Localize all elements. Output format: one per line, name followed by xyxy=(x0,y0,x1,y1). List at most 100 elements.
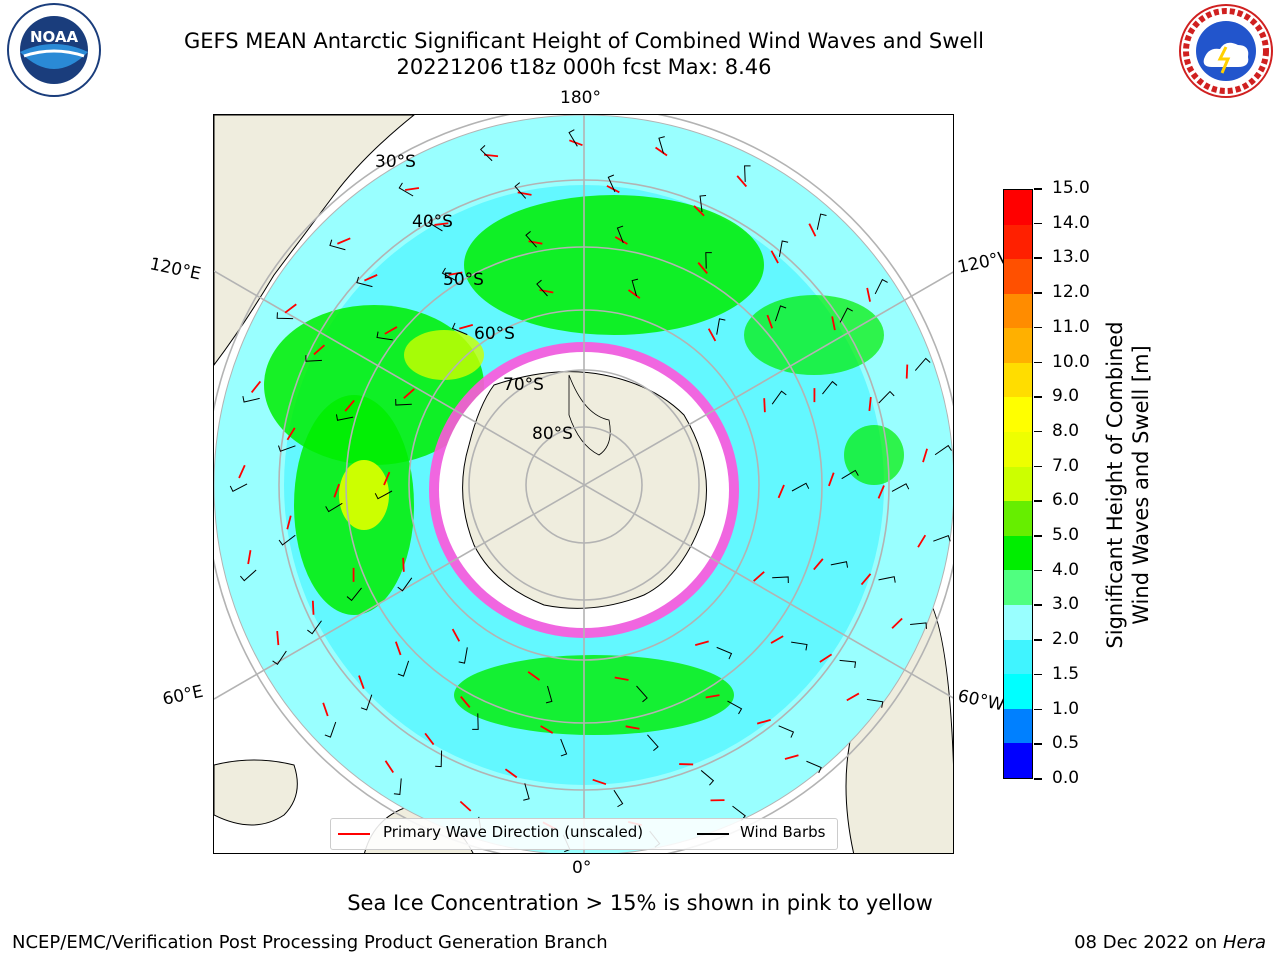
colorbar-tick-label: 13.0 xyxy=(1052,247,1090,268)
wind-barb xyxy=(393,778,402,795)
footer-system: Hera xyxy=(1222,932,1266,953)
wind-barb xyxy=(791,641,808,651)
wave-direction-arrow xyxy=(527,671,541,681)
lon-label-0: 0° xyxy=(572,858,592,878)
wind-barb xyxy=(545,685,553,704)
wave-direction-arrow xyxy=(451,628,461,642)
wind-barb xyxy=(891,483,910,492)
wind-barb xyxy=(699,194,707,212)
colorbar-segment xyxy=(1004,674,1032,709)
wave-direction-arrow xyxy=(448,271,463,276)
colorbar-segment xyxy=(1004,397,1032,433)
colorbar-tick xyxy=(1034,292,1042,294)
wind-barb xyxy=(705,252,712,269)
colorbar-tick xyxy=(1034,257,1042,259)
colorbar-tick xyxy=(1034,188,1042,190)
wind-barb xyxy=(878,576,896,583)
wave-direction-arrow xyxy=(460,696,471,708)
wave-direction-arrow xyxy=(831,316,836,331)
wave-direction-arrow xyxy=(383,471,391,486)
wind-barb xyxy=(356,276,373,288)
map-legend: Primary Wave Direction (unscaled) Wind B… xyxy=(330,818,838,850)
wave-direction-arrow xyxy=(766,314,774,329)
colorbar-tick-label: 10.0 xyxy=(1052,351,1090,372)
wind-barb xyxy=(816,213,827,230)
wind-barb xyxy=(934,444,952,456)
wind-barb xyxy=(395,399,412,406)
colorbar xyxy=(1003,189,1033,779)
colorbar-segment xyxy=(1004,639,1032,675)
colorbar-tick-label: 1.0 xyxy=(1052,698,1080,719)
wave-direction-arrow xyxy=(756,718,771,725)
wave-direction-arrow xyxy=(311,600,315,615)
wind-barb xyxy=(525,231,537,248)
colorbar-tick xyxy=(1034,535,1042,537)
colorbar-tick xyxy=(1034,604,1042,606)
wind-barb xyxy=(841,469,859,480)
colorbar-tick-label: 3.0 xyxy=(1052,594,1080,615)
wind-barb xyxy=(727,700,743,715)
wave-direction-arrow xyxy=(404,187,420,191)
wave-direction-arrow xyxy=(693,205,705,217)
wind-barb xyxy=(866,698,884,708)
colorbar-tick-label: 4.0 xyxy=(1052,559,1080,580)
colorbar-title: Significant Height of Combined Wind Wave… xyxy=(1103,321,1153,649)
wave-direction-arrow xyxy=(384,326,398,335)
wind-barb xyxy=(278,534,296,546)
wave-direction-arrow xyxy=(770,635,784,644)
wind-barb xyxy=(806,760,822,774)
colorbar-segment xyxy=(1004,708,1032,744)
wave-direction-arrow xyxy=(504,768,518,779)
wind-barb xyxy=(560,738,568,757)
wind-barb xyxy=(242,396,260,403)
wave-direction-arrow xyxy=(753,571,765,582)
wave-direction-arrow xyxy=(540,725,554,734)
wave-direction-arrow xyxy=(614,676,629,681)
colorbar-tick-label: 12.0 xyxy=(1052,282,1090,303)
lat-label-30s: 30°S xyxy=(375,152,416,172)
lat-label-80s: 80°S xyxy=(532,424,573,444)
wave-direction-arrow xyxy=(697,262,708,274)
wind-barb xyxy=(324,721,337,738)
colorbar-tick-label: 6.0 xyxy=(1052,490,1080,511)
colorbar-tick-label: 1.5 xyxy=(1052,663,1080,684)
colorbar-segment xyxy=(1004,570,1032,606)
lat-label-70s: 70°S xyxy=(503,375,544,395)
svg-text:NOAA: NOAA xyxy=(30,28,79,46)
wave-direction-arrow xyxy=(517,191,532,196)
wave-direction-arrow xyxy=(846,692,860,702)
wind-barb xyxy=(822,380,838,395)
wind-barb xyxy=(874,278,888,295)
wave-direction-arrow xyxy=(539,289,554,294)
wind-barb xyxy=(778,725,795,738)
wave-direction-arrow xyxy=(866,287,871,302)
colorbar-segment xyxy=(1004,466,1032,502)
wave-direction-arrow xyxy=(569,139,583,147)
wave-direction-arrow xyxy=(763,398,766,413)
wave-direction-arrow xyxy=(705,694,720,699)
wind-barb xyxy=(276,312,294,320)
wind-barb xyxy=(716,318,726,335)
colorbar-tick-label: 15.0 xyxy=(1052,178,1090,198)
colorbar-tick-label: 11.0 xyxy=(1052,316,1090,337)
colorbar-tick xyxy=(1034,465,1042,468)
wave-direction-arrow xyxy=(922,448,928,463)
wave-direction-arrow xyxy=(337,237,351,245)
wind-barb xyxy=(441,267,457,282)
wave-direction-arrow xyxy=(394,641,402,656)
wave-direction-arrow xyxy=(424,732,435,746)
wind-barb xyxy=(329,239,346,251)
wind-barb xyxy=(346,587,362,602)
wave-direction-arrow xyxy=(358,675,365,690)
wave-direction-arrow xyxy=(694,640,709,647)
wind-barb xyxy=(914,357,931,371)
wind-barb xyxy=(636,685,648,703)
wave-direction-arrow xyxy=(364,274,378,282)
wind-barb xyxy=(398,182,414,197)
wave-direction-arrow xyxy=(707,328,717,342)
nws-logo xyxy=(1178,3,1274,99)
colorbar-tick-label: 8.0 xyxy=(1052,420,1080,441)
colorbar-tick-label: 14.0 xyxy=(1052,212,1090,233)
wave-direction-arrow xyxy=(828,472,835,487)
wave-direction-arrow xyxy=(905,364,909,379)
